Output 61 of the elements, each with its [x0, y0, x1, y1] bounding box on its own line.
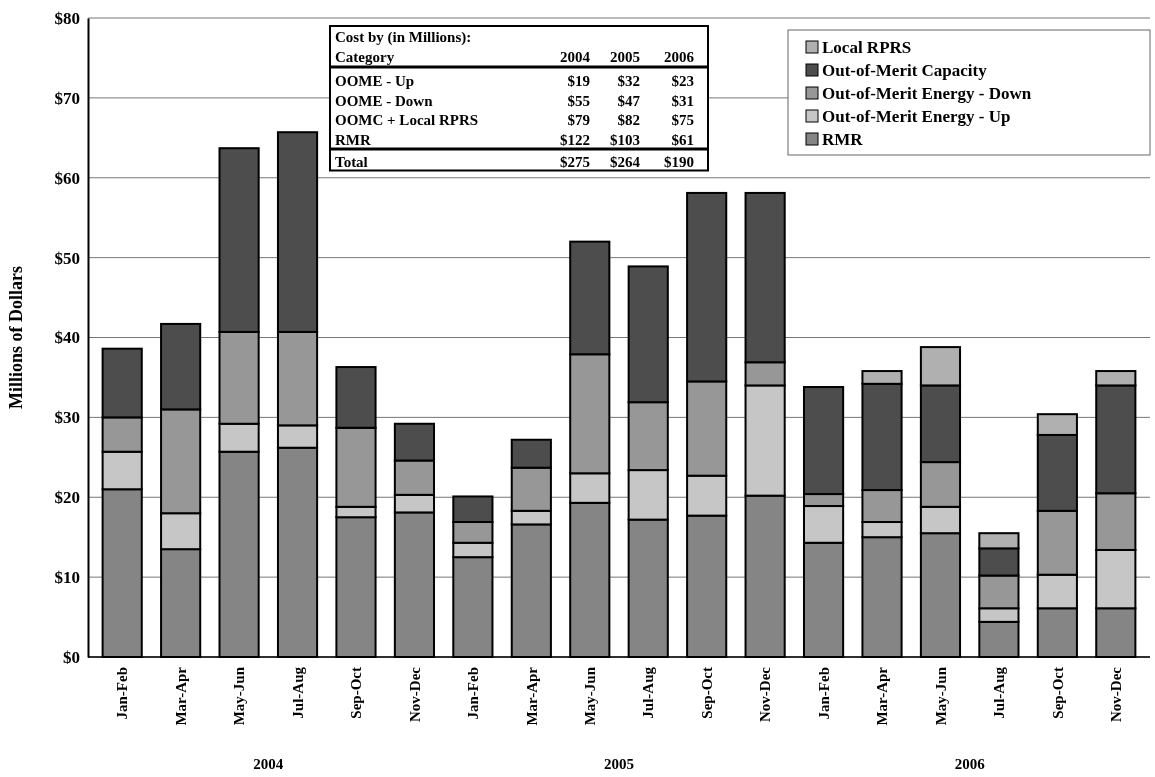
x-tick-label: Mar-Apr: [874, 666, 891, 726]
x-tick-label: Jul-Aug: [991, 666, 1008, 719]
annotation: $32: [617, 73, 640, 89]
x-tick-label: Jul-Aug: [289, 666, 306, 719]
x-tick-label: May-Jun: [932, 666, 949, 726]
annotation: $264: [610, 154, 641, 170]
x-tick-label: Nov-Dec: [406, 666, 423, 722]
legend-label: Out-of-Merit Energy - Down: [822, 84, 1032, 103]
annotation: $75: [671, 112, 694, 128]
legend-label: Local RPRS: [822, 38, 912, 57]
text: 2005: [604, 756, 634, 772]
y-tick-label: $80: [54, 8, 80, 28]
legend-label: RMR: [822, 130, 864, 149]
annotation: OOMC + Local RPRS: [335, 112, 479, 128]
annotation: $79: [567, 112, 590, 128]
text: 2004: [253, 756, 284, 772]
annotation: $55: [567, 92, 590, 109]
annotation: 2006: [664, 48, 695, 65]
annotation: $103: [610, 131, 640, 148]
y-tick-label: $0: [63, 647, 80, 667]
y-tick-label: $20: [54, 488, 80, 508]
y-tick-label: $30: [54, 408, 80, 428]
annotation: $47: [617, 92, 641, 109]
annotation: $19: [567, 73, 590, 89]
annotation: $190: [664, 154, 694, 170]
annotation: $31: [671, 92, 694, 109]
x-tick-label: May-Jun: [231, 666, 248, 726]
x-tick-label: Sep-Oct: [1049, 667, 1066, 719]
x-tick-label: Jan-Feb: [465, 667, 482, 720]
y-tick-label: $10: [54, 568, 80, 588]
x-tick-label: Mar-Apr: [172, 666, 189, 726]
y-axis-title: Millions of Dollars: [6, 266, 26, 409]
annotation: Total: [335, 154, 368, 170]
x-tick-label: Jul-Aug: [640, 666, 657, 719]
annotation: Cost by (in Millions):: [335, 29, 472, 46]
legend-label: Out-of-Merit Energy - Up: [822, 107, 1011, 126]
annotation: Category: [335, 48, 395, 65]
annotation: 2004: [560, 48, 591, 65]
x-tick-label: Sep-Oct: [698, 667, 715, 719]
annotation: $23: [671, 73, 694, 89]
y-tick-label: $40: [54, 328, 80, 348]
annotation: $275: [560, 154, 590, 170]
x-tick-label: Jan-Feb: [114, 667, 131, 720]
annotation: $122: [560, 131, 590, 148]
x-tick-label: Nov-Dec: [1108, 666, 1125, 722]
x-tick-label: Jan-Feb: [815, 667, 832, 720]
x-tick-label: Sep-Oct: [348, 667, 365, 719]
annotation: OOME - Up: [335, 73, 415, 89]
legend-label: Out-of-Merit Capacity: [822, 61, 988, 80]
x-tick-label: May-Jun: [582, 666, 599, 726]
annotation: $82: [617, 112, 640, 128]
x-tick-label: Mar-Apr: [523, 666, 540, 726]
y-tick-label: $60: [54, 168, 80, 188]
annotation: $61: [671, 131, 694, 148]
annotation: 2005: [610, 48, 640, 65]
text: 2006: [954, 756, 986, 772]
y-tick-label: $70: [54, 88, 80, 108]
x-tick-label: Nov-Dec: [757, 666, 774, 722]
annotation: RMR: [335, 131, 371, 148]
annotation: OOME - Down: [335, 92, 434, 109]
y-tick-label: $50: [54, 248, 80, 268]
